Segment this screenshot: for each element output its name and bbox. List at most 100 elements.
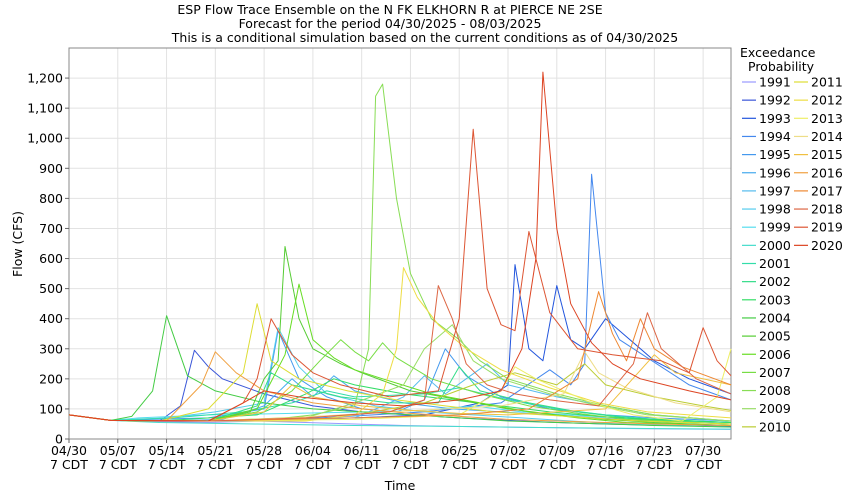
series-line-1993 (68, 264, 732, 422)
legend-label-2002: 2002 (759, 274, 791, 289)
legend-label-1992: 1992 (759, 93, 791, 108)
x-tick-label-date: 06/25 (441, 443, 477, 458)
series-line-2016 (68, 351, 732, 426)
legend-title-line-1: Exceedance (740, 45, 816, 60)
legend-label-1991: 1991 (759, 75, 791, 90)
legend-label-2016: 2016 (811, 165, 843, 180)
series-lines (68, 71, 732, 430)
series-line-2018 (68, 285, 732, 422)
x-tick-label-time: 7 CDT (245, 457, 283, 472)
x-tick-label-time: 7 CDT (440, 457, 478, 472)
series-line-2011 (68, 303, 732, 425)
y-axis-label: Flow (CFS) (10, 211, 25, 277)
legend-label-2020: 2020 (811, 238, 843, 253)
x-tick-label-time: 7 CDT (148, 457, 186, 472)
legend-label-2007: 2007 (759, 365, 791, 380)
legend-label-2006: 2006 (759, 347, 791, 362)
y-tick-label: 800 (39, 191, 63, 206)
y-tick-label: 1,000 (27, 131, 63, 146)
y-tick-label: 100 (39, 401, 63, 416)
y-tick-label: 600 (39, 251, 63, 266)
x-tick-label-time: 7 CDT (587, 457, 625, 472)
x-tick-label-time: 7 CDT (196, 457, 234, 472)
legend-label-1999: 1999 (759, 220, 791, 235)
y-tick-label: 500 (39, 281, 63, 296)
x-tick-label-date: 06/18 (392, 443, 428, 458)
legend: Exceedance Probability 1991 1992 1993 1994 1… (740, 45, 843, 434)
legend-label-1996: 1996 (759, 165, 791, 180)
x-tick-label-date: 05/07 (100, 443, 136, 458)
legend-label-1998: 1998 (759, 202, 791, 217)
x-tick-label-date: 07/16 (588, 443, 624, 458)
legend-label-2000: 2000 (759, 238, 791, 253)
x-tick-label-time: 7 CDT (538, 457, 576, 472)
x-tick-label-date: 07/02 (490, 443, 526, 458)
y-tick-label: 200 (39, 371, 63, 386)
x-tick-label-time: 7 CDT (294, 457, 332, 472)
legend-label-1993: 1993 (759, 111, 791, 126)
x-tick-label-date: 05/14 (149, 443, 185, 458)
x-tick-label-time: 7 CDT (684, 457, 722, 472)
series-line-2003 (68, 378, 732, 423)
series-line-2005 (68, 246, 732, 426)
chart-title-line-1: ESP Flow Trace Ensemble on the N FK ELKH… (177, 2, 602, 17)
legend-label-2005: 2005 (759, 329, 791, 344)
legend-label-1995: 1995 (759, 147, 791, 162)
x-tick-label-time: 7 CDT (489, 457, 527, 472)
legend-label-2001: 2001 (759, 256, 791, 271)
chart-title: ESP Flow Trace Ensemble on the N FK ELKH… (171, 2, 678, 45)
x-tick-label-date: 07/09 (539, 443, 575, 458)
legend-label-2018: 2018 (811, 202, 843, 217)
legend-label-2017: 2017 (811, 183, 843, 198)
y-axis-ticks: 0 100 200 300 400 500 600 700 800 900 1,000 1,100 1,… (27, 71, 69, 447)
series-line-1992 (68, 349, 732, 427)
y-tick-label: 1,100 (27, 101, 63, 116)
chart-title-line-3: This is a conditional simulation based o… (171, 30, 678, 45)
legend-label-2010: 2010 (759, 419, 791, 434)
legend-label-1997: 1997 (759, 183, 791, 198)
x-tick-label-date: 05/21 (197, 443, 233, 458)
legend-label-2009: 2009 (759, 401, 791, 416)
x-axis-label: Time (384, 478, 416, 493)
legend-label-2004: 2004 (759, 310, 791, 325)
legend-label-2011: 2011 (811, 75, 843, 90)
legend-title-line-2: Probability (748, 59, 815, 74)
legend-label-2008: 2008 (759, 383, 791, 398)
y-tick-label: 1,200 (27, 71, 63, 86)
x-tick-label-time: 7 CDT (99, 457, 137, 472)
x-tick-label-date: 07/30 (685, 443, 721, 458)
legend-label-2014: 2014 (811, 129, 843, 144)
y-tick-label: 900 (39, 161, 63, 176)
legend-label-2013: 2013 (811, 111, 843, 126)
legend-label-1994: 1994 (759, 129, 791, 144)
series-line-2008 (68, 83, 732, 422)
series-line-2002 (68, 366, 732, 423)
legend-label-2015: 2015 (811, 147, 843, 162)
series-line-2007 (68, 339, 732, 425)
series-line-2015 (68, 354, 732, 422)
series-line-2004 (68, 315, 732, 428)
x-tick-label-date: 06/11 (344, 443, 380, 458)
x-tick-label-time: 7 CDT (50, 457, 88, 472)
legend-label-2003: 2003 (759, 292, 791, 307)
x-tick-label-date: 04/30 (51, 443, 87, 458)
series-line-2006 (68, 283, 732, 426)
series-line-2019 (68, 128, 732, 422)
x-tick-label-date: 06/04 (295, 443, 331, 458)
y-tick-label: 700 (39, 221, 63, 236)
chart-title-line-2: Forecast for the period 04/30/2025 - 08/… (239, 16, 542, 31)
y-tick-label: 0 (55, 432, 63, 447)
x-tick-label-time: 7 CDT (635, 457, 673, 472)
y-tick-label: 300 (39, 341, 63, 356)
x-tick-label-time: 7 CDT (343, 457, 381, 472)
y-tick-label: 400 (39, 311, 63, 326)
x-tick-label-date: 05/28 (246, 443, 282, 458)
legend-label-2019: 2019 (811, 220, 843, 235)
plot-area (68, 47, 732, 440)
legend-label-2012: 2012 (811, 93, 843, 108)
x-tick-label-time: 7 CDT (391, 457, 429, 472)
series-line-2009 (68, 324, 732, 422)
